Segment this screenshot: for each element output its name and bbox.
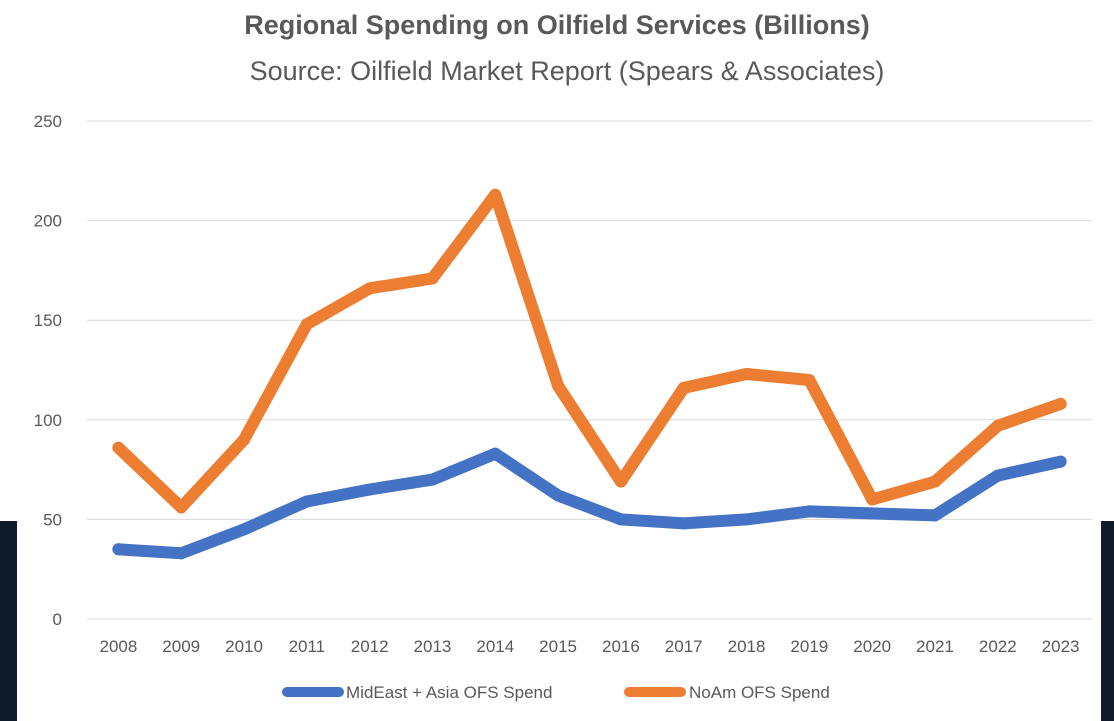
data-point [866, 507, 879, 520]
legend-label: MidEast + Asia OFS Spend [346, 683, 552, 702]
data-point [740, 513, 753, 526]
x-tick-label: 2010 [225, 637, 263, 656]
data-point [803, 373, 816, 386]
series-line-1 [112, 188, 1067, 514]
x-tick-label: 2013 [414, 637, 452, 656]
series-line-0 [112, 447, 1067, 560]
x-tick-label: 2012 [351, 637, 389, 656]
data-point [803, 505, 816, 518]
x-tick-label: 2017 [665, 637, 703, 656]
y-tick-label: 250 [34, 112, 62, 131]
y-tick-label: 100 [34, 411, 62, 430]
data-point [552, 489, 565, 502]
data-point [866, 493, 879, 506]
x-tick-label: 2023 [1042, 637, 1080, 656]
x-tick-label: 2020 [853, 637, 891, 656]
y-tick-label: 200 [34, 212, 62, 231]
data-point [363, 282, 376, 295]
data-point [552, 379, 565, 392]
data-point [363, 483, 376, 496]
chart-subtitle: Source: Oilfield Market Report (Spears &… [250, 56, 885, 86]
data-point [928, 475, 941, 488]
data-point [426, 272, 439, 285]
series-lines [112, 188, 1067, 560]
x-tick-label: 2016 [602, 637, 640, 656]
data-point [112, 543, 125, 556]
legend: MidEast + Asia OFS Spend NoAm OFS Spend [282, 683, 830, 702]
y-tick-label: 50 [43, 510, 62, 529]
x-tick-label: 2011 [289, 637, 326, 656]
data-point [677, 381, 690, 394]
data-point [677, 517, 690, 530]
x-tick-label: 2009 [162, 637, 200, 656]
data-point [614, 513, 627, 526]
y-tick-label: 150 [34, 311, 62, 330]
x-axis-tick-labels: 2008 2009 2010 2011 2012 2013 2014 2015 2016 2017… [99, 637, 1079, 656]
data-point [175, 501, 188, 514]
data-point [1054, 455, 1067, 468]
data-point [238, 523, 251, 536]
data-point [740, 367, 753, 380]
legend-label: NoAm OFS Spend [689, 683, 830, 702]
x-tick-label: 2018 [728, 637, 766, 656]
y-tick-label: 0 [53, 610, 62, 629]
data-point [489, 447, 502, 460]
data-point [991, 469, 1004, 482]
x-tick-label: 2015 [539, 637, 577, 656]
data-point [426, 473, 439, 486]
x-tick-label: 2014 [476, 637, 514, 656]
data-point [238, 433, 251, 446]
x-tick-label: 2019 [790, 637, 828, 656]
x-tick-label: 2022 [979, 637, 1017, 656]
data-point [614, 475, 627, 488]
y-axis-tick-labels: 0 50 100 150 200 250 [34, 112, 62, 629]
data-point [928, 509, 941, 522]
data-point [991, 419, 1004, 432]
chart-title: Regional Spending on Oilfield Services (… [244, 10, 870, 40]
data-point [300, 495, 313, 508]
x-tick-label: 2008 [99, 637, 137, 656]
data-point [300, 318, 313, 331]
data-point [112, 441, 125, 454]
x-tick-label: 2021 [916, 637, 954, 656]
data-point [1054, 397, 1067, 410]
data-point [489, 188, 502, 201]
data-point [175, 547, 188, 560]
